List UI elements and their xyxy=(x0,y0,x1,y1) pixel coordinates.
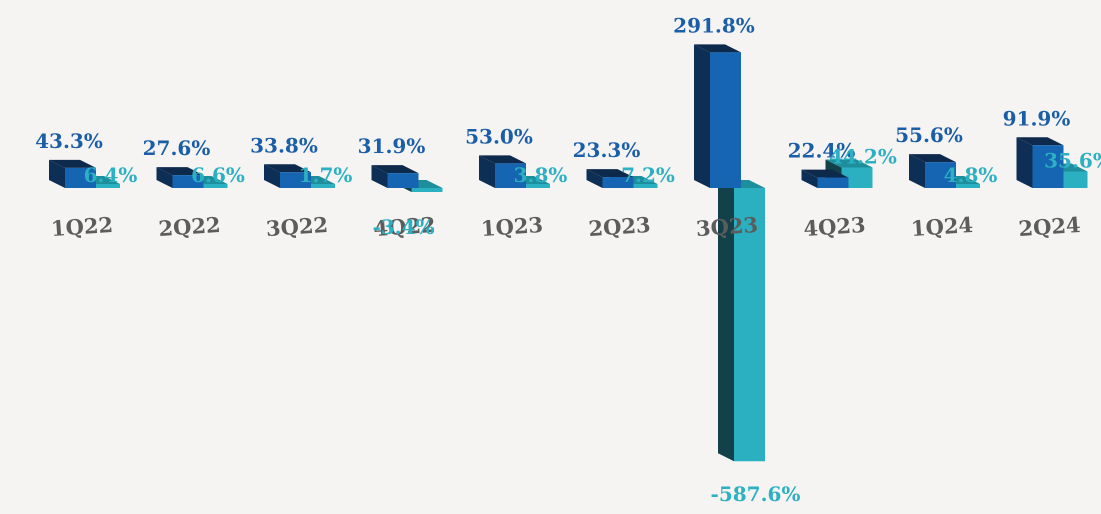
data-label-series2: 3.8% xyxy=(514,163,568,187)
bar-series1-4Q22-side xyxy=(371,165,388,188)
bar-series1-2Q22-side xyxy=(156,167,173,188)
bar-series1-2Q24-side xyxy=(1016,137,1033,188)
data-label-series1: 33.8% xyxy=(250,133,318,157)
bar-series1-2Q23 xyxy=(586,169,634,188)
bar-series1-2Q24-top xyxy=(1016,137,1064,146)
data-label-series2: 6.4% xyxy=(84,163,138,187)
x-tick-label: 4Q23 xyxy=(803,212,867,241)
bar-series1-3Q22-side xyxy=(264,164,280,188)
x-tick-label: 1Q23 xyxy=(480,212,544,241)
data-label-series1: 43.3% xyxy=(35,129,103,153)
bar-series1-1Q22 xyxy=(49,159,96,188)
data-label-series2: -3.4% xyxy=(372,215,434,239)
data-label-series2: 1.7% xyxy=(299,163,353,187)
data-label-series2: 6.6% xyxy=(191,163,245,187)
bar-series1-4Q23-side xyxy=(801,169,818,188)
x-tick-label: 2Q24 xyxy=(1018,212,1082,241)
bar-series2-3Q23-front xyxy=(734,188,765,462)
bar-series1-1Q24-front xyxy=(925,162,956,188)
bar-series1-1Q24-top xyxy=(909,154,956,163)
bar-series1-1Q22-top xyxy=(49,159,96,168)
data-label-series1: 53.0% xyxy=(465,124,533,148)
data-label-series1: 27.6% xyxy=(143,136,211,160)
x-tick-label: 1Q22 xyxy=(50,212,114,241)
bar-series1-2Q22-front xyxy=(172,175,204,188)
bar-series1-1Q23-side xyxy=(479,155,495,188)
bar-series1-1Q23-front xyxy=(495,163,526,188)
bar-series1-2Q22 xyxy=(156,167,204,188)
bar-series2-3Q22-front xyxy=(304,184,335,188)
bar-series1-3Q23-top xyxy=(694,44,741,53)
data-label-series1: 22.4% xyxy=(788,139,856,163)
bar-series1-2Q24 xyxy=(1016,137,1064,188)
bar-series1-3Q22-front xyxy=(280,172,311,188)
bar-series2-4Q23-top xyxy=(825,159,873,168)
bar-series2-4Q22-front xyxy=(411,188,443,192)
x-tick-label: 1Q24 xyxy=(910,212,974,241)
bar-series2-3Q23-side xyxy=(718,180,734,462)
bar-series1-2Q23-side xyxy=(586,169,603,188)
x-tick-label: 3Q23 xyxy=(695,212,759,241)
x-tick-label: 3Q22 xyxy=(265,212,329,241)
bar-series2-2Q23-front xyxy=(626,184,658,188)
bar-series1-4Q23-top xyxy=(801,169,849,178)
bar-series2-4Q23-front xyxy=(841,167,873,188)
bar-series1-4Q22-top xyxy=(371,165,419,174)
data-label-series2: 44.2% xyxy=(829,144,897,168)
bar-series2-2Q22-front xyxy=(196,184,228,188)
bar-series1-1Q24-side xyxy=(909,154,925,188)
bar-series1-1Q23-top xyxy=(479,155,526,164)
bar-series2-1Q22-front xyxy=(89,184,120,188)
x-tick-label: 4Q22 xyxy=(373,212,437,241)
bar-series1-3Q23-side xyxy=(694,44,710,188)
bar-series2-1Q24-front xyxy=(949,184,980,188)
x-tick-label: 2Q22 xyxy=(158,212,222,241)
bar-series1-2Q24-front xyxy=(1032,145,1064,188)
bar-series1-3Q22-top xyxy=(264,164,311,173)
bar-series1-1Q23 xyxy=(479,155,526,188)
bar-series1-4Q22 xyxy=(371,165,419,188)
data-label-series2: 4.8% xyxy=(944,163,998,187)
bar-series1-2Q22-top xyxy=(156,167,204,176)
data-label-series2: 7.2% xyxy=(621,163,675,187)
bar-series1-4Q23 xyxy=(801,169,849,188)
data-label-series1: 55.6% xyxy=(895,123,963,147)
bar-series1-3Q23 xyxy=(694,44,741,188)
data-label-series1: 91.9% xyxy=(1003,106,1071,130)
data-label-series1: 31.9% xyxy=(358,134,426,158)
bar-series2-3Q23 xyxy=(718,180,765,462)
bar-series1-1Q22-side xyxy=(49,159,65,188)
bar-series1-4Q22-front xyxy=(387,173,419,188)
bar-series2-2Q24-front xyxy=(1056,171,1088,188)
data-label-series2: 35.6% xyxy=(1044,148,1101,172)
bar-series1-2Q23-front xyxy=(602,177,634,188)
data-label-series2: -587.6% xyxy=(711,482,801,506)
bar-series1-2Q23-top xyxy=(586,169,634,178)
bar-series1-3Q22 xyxy=(264,164,311,188)
bar-series1-4Q23-front xyxy=(817,177,849,188)
data-label-series1: 291.8% xyxy=(673,13,755,37)
data-label-series1: 23.3% xyxy=(573,138,641,162)
bar-series1-1Q22-front xyxy=(65,167,96,188)
bar-series1-1Q24 xyxy=(909,154,956,188)
x-tick-label: 2Q23 xyxy=(588,212,652,241)
bar-series1-3Q23-front xyxy=(710,52,741,188)
bar-series2-1Q23-front xyxy=(519,184,550,188)
